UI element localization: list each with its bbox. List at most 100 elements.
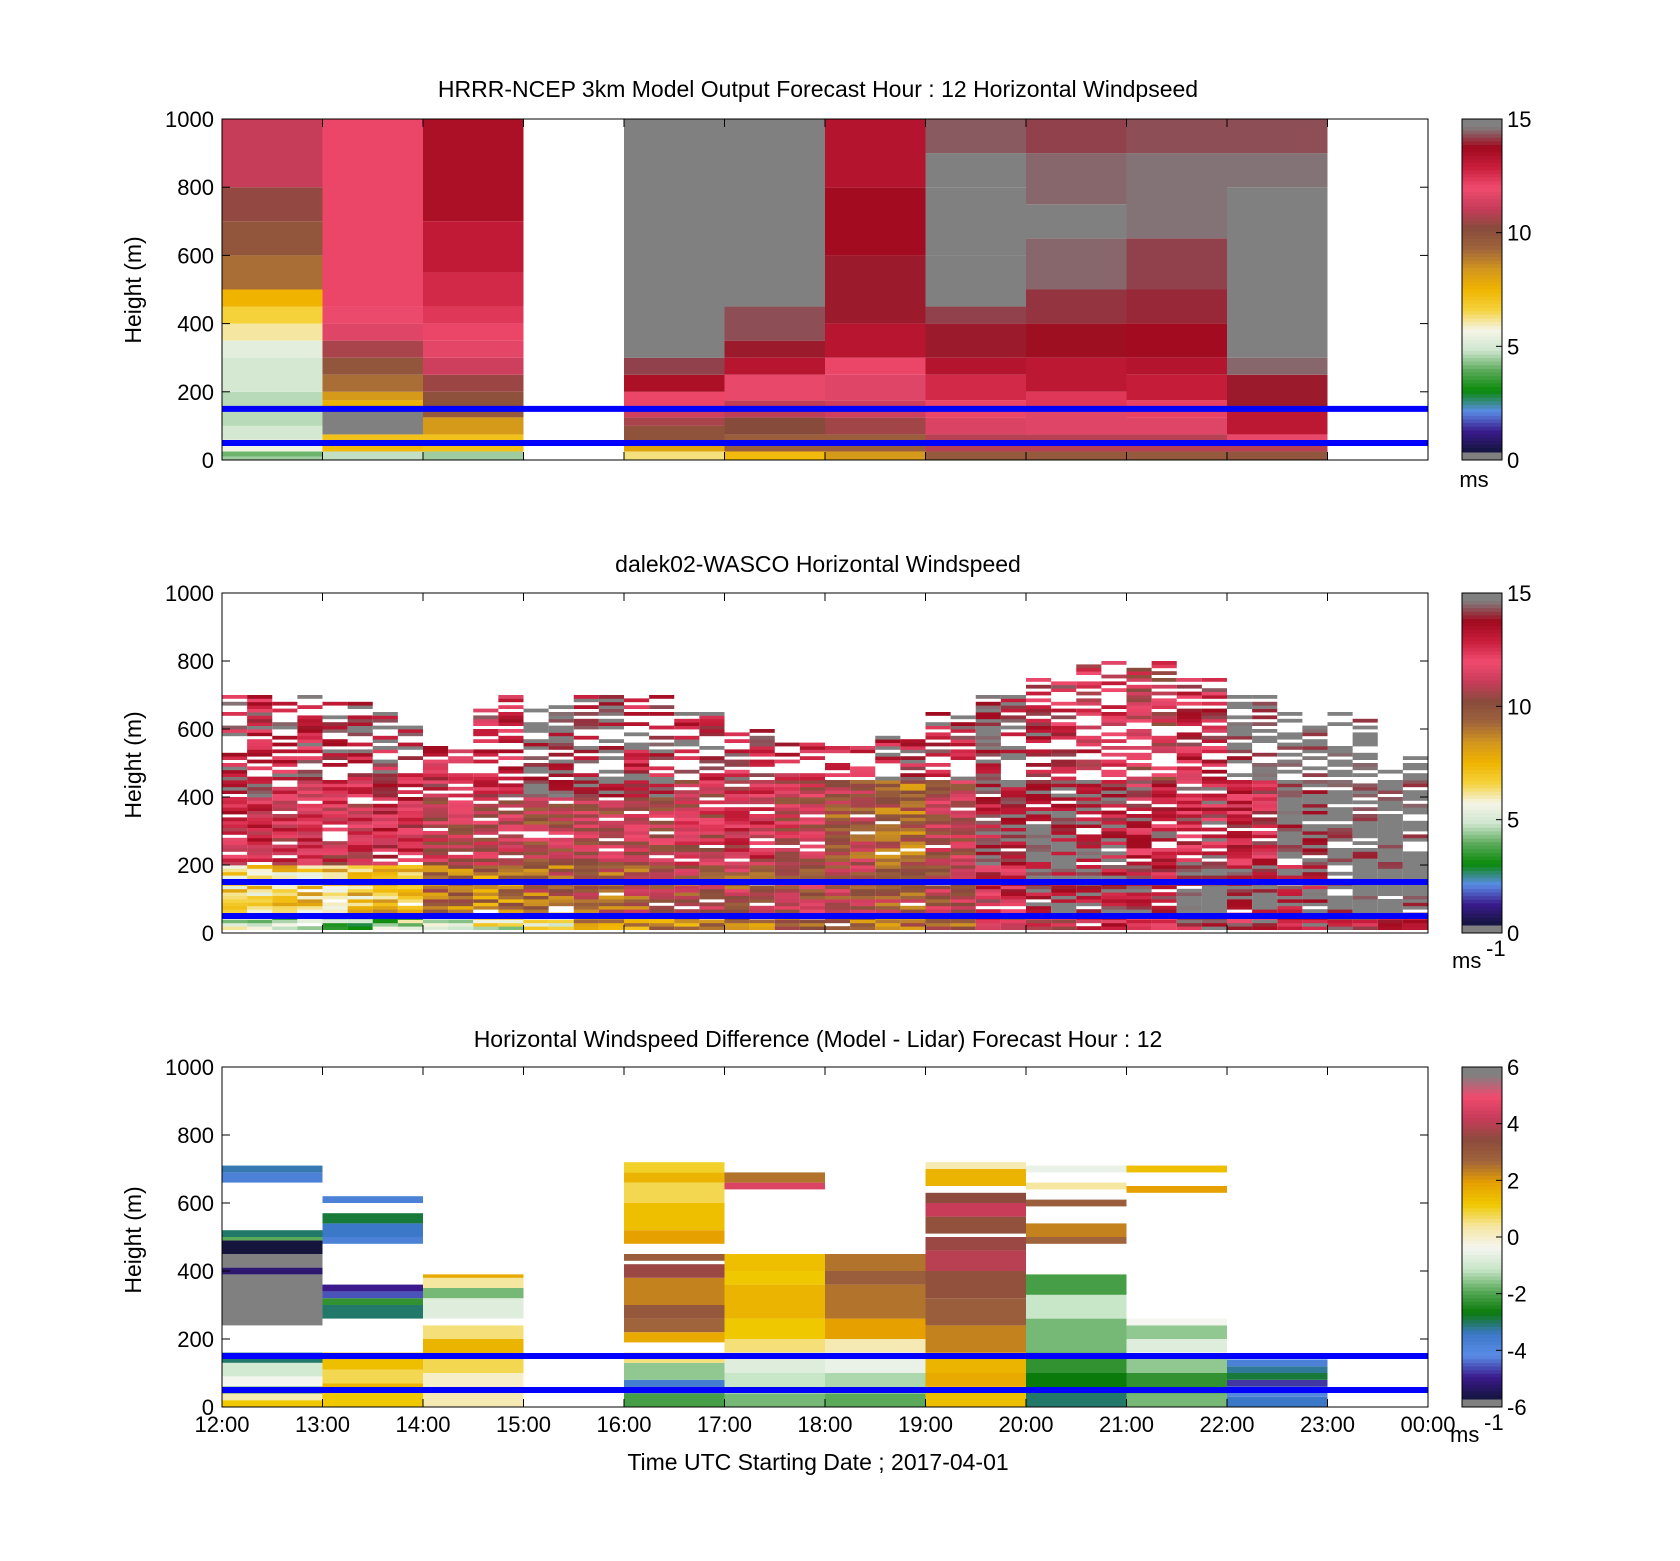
heatmap-cell	[523, 769, 549, 774]
heatmap-cell	[1051, 827, 1077, 832]
heatmap-cell	[598, 885, 624, 890]
heatmap-cell	[297, 841, 323, 845]
heatmap-cell	[297, 831, 323, 835]
heatmap-cell	[1201, 763, 1227, 767]
heatmap-cell	[347, 841, 373, 845]
heatmap-cell	[825, 895, 851, 900]
heatmap-cell	[272, 909, 298, 913]
heatmap-cell	[825, 841, 851, 845]
heatmap-cell	[799, 868, 825, 873]
heatmap-cell	[1026, 851, 1052, 856]
heatmap-cell	[1176, 902, 1202, 907]
heatmap-cell	[222, 858, 248, 862]
heatmap-cell	[1076, 803, 1102, 808]
heatmap-cell	[423, 766, 449, 771]
colorbar-segment	[1462, 752, 1502, 757]
heatmap-cell	[423, 773, 449, 777]
heatmap-cell	[222, 800, 248, 805]
colorbar-segment	[1462, 408, 1502, 413]
heatmap-cell	[749, 871, 775, 876]
heatmap-cell	[724, 807, 750, 811]
heatmap-cell	[900, 871, 926, 876]
heatmap-cell	[699, 780, 725, 784]
heatmap-cell	[548, 814, 574, 818]
heatmap-cell	[699, 902, 725, 907]
heatmap-cell	[799, 892, 825, 896]
heatmap-cell	[372, 773, 398, 777]
heatmap-cell	[925, 374, 1026, 401]
heatmap-cell	[1126, 1186, 1227, 1193]
heatmap-cell	[624, 824, 650, 828]
heatmap-cell	[523, 848, 549, 852]
colorbar-segment	[1462, 220, 1502, 225]
heatmap-cell	[1327, 824, 1353, 828]
heatmap-cell	[473, 715, 499, 720]
colorbar-segment	[1462, 1100, 1502, 1105]
heatmap-cell	[1327, 807, 1353, 811]
heatmap-cell	[1026, 739, 1052, 743]
heatmap-cell	[523, 824, 549, 828]
heatmap-cell	[473, 810, 499, 815]
heatmap-cell	[699, 868, 725, 873]
heatmap-cell	[649, 892, 675, 896]
heatmap-cell	[297, 858, 323, 862]
heatmap-cell	[1252, 797, 1278, 801]
heatmap-cell	[1101, 834, 1127, 839]
colorbar-segment	[1462, 662, 1502, 667]
heatmap-cell	[372, 831, 398, 835]
colorbar-segment	[1462, 705, 1502, 710]
heatmap-cell	[1026, 895, 1052, 900]
heatmap-cell	[624, 698, 650, 703]
heatmap-cell	[1000, 814, 1026, 818]
heatmap-cell	[322, 451, 423, 460]
heatmap-cell	[397, 865, 423, 869]
heatmap-cell	[624, 752, 650, 757]
heatmap-cell	[1377, 844, 1403, 849]
heatmap-cell	[649, 786, 675, 791]
heatmap-cell	[774, 909, 800, 913]
panel-title-lidar: dalek02-WASCO Horizontal Windspeed	[615, 551, 1021, 577]
heatmap-cell	[1352, 766, 1378, 771]
heatmap-cell	[1051, 786, 1077, 791]
heatmap-cell	[347, 858, 373, 862]
heatmap-cell	[699, 729, 725, 733]
heatmap-cell	[624, 926, 650, 930]
heatmap-cell	[875, 909, 901, 913]
colorbar-segment	[1462, 444, 1502, 449]
heatmap-cell	[573, 919, 599, 924]
heatmap-cell	[649, 848, 675, 852]
heatmap-cell	[1026, 861, 1052, 866]
colorbar-segment	[1462, 1114, 1502, 1119]
heatmap-cell	[799, 899, 825, 903]
heatmap-cell	[1176, 756, 1202, 760]
heatmap-cell	[347, 803, 373, 808]
heatmap-cell	[850, 902, 876, 907]
heatmap-cell	[724, 340, 825, 358]
heatmap-cell	[624, 909, 650, 913]
heatmap-cell	[1227, 844, 1253, 849]
heatmap-cell	[1227, 759, 1253, 764]
colorbar-segment	[1462, 332, 1502, 337]
heatmap-cell	[1051, 871, 1077, 876]
heatmap-cell	[1101, 820, 1127, 825]
heatmap-cell	[825, 848, 851, 852]
colorbar-segment	[1462, 863, 1502, 868]
heatmap-cell	[1227, 119, 1328, 154]
heatmap-cell	[975, 780, 1001, 784]
heatmap-cell	[825, 417, 926, 435]
heatmap-cell	[825, 810, 851, 815]
heatmap-cell	[1201, 678, 1227, 682]
heatmap-cell	[598, 814, 624, 818]
heatmap-cell	[950, 793, 976, 798]
heatmap-cell	[1176, 678, 1202, 682]
heatmap-cell	[624, 783, 650, 788]
colorbar-segment	[1462, 1319, 1502, 1324]
heatmap-cell	[875, 926, 901, 930]
heatmap-cell	[498, 715, 524, 720]
heatmap-cell	[1176, 919, 1202, 924]
heatmap-cell	[1302, 814, 1328, 818]
heatmap-cell	[423, 895, 449, 900]
colorbar-segment	[1462, 1237, 1502, 1242]
heatmap-cell	[272, 759, 298, 764]
heatmap-cell	[423, 1356, 524, 1373]
